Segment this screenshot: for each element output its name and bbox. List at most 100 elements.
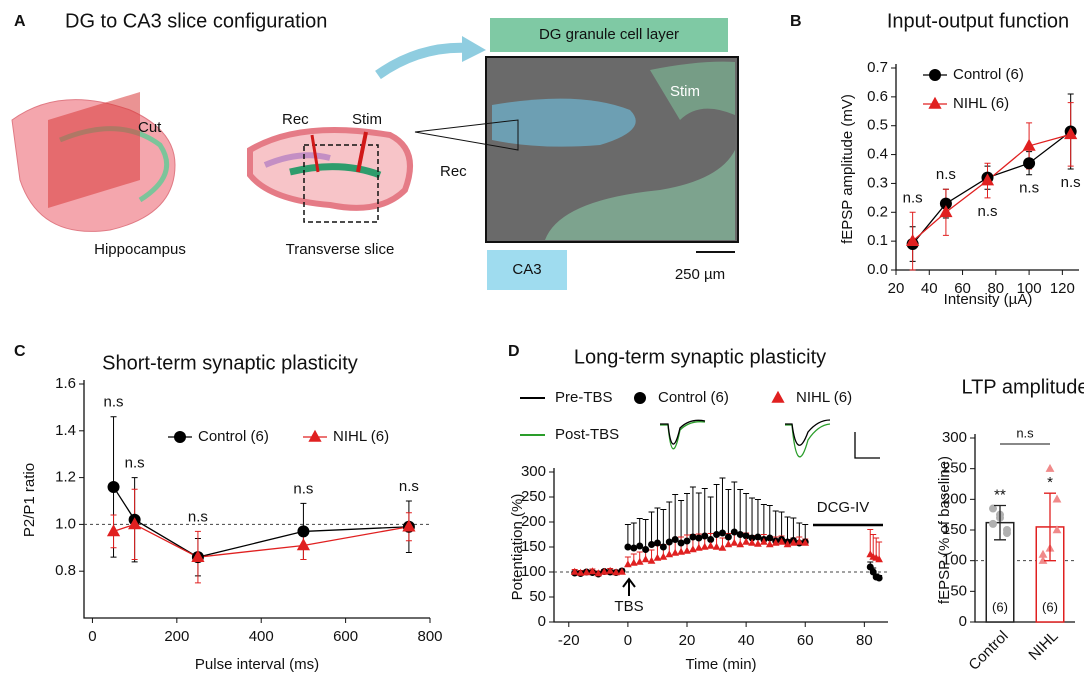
- marker: [128, 517, 142, 530]
- marker: [659, 543, 667, 551]
- significance: **: [994, 486, 1006, 503]
- y-tick-label: 0.3: [867, 174, 888, 191]
- marker: [730, 528, 738, 536]
- arrow: [375, 42, 471, 80]
- y-tick-label: 0.7: [867, 59, 888, 76]
- error-bar: [743, 493, 750, 536]
- marker: [980, 173, 995, 186]
- annotation: n.s: [188, 508, 208, 525]
- y-tick-label: 1.2: [55, 469, 76, 486]
- error-bar: [666, 501, 673, 542]
- axes: [83, 380, 430, 619]
- marker: [765, 540, 774, 548]
- marker: [647, 556, 656, 564]
- region-box: [303, 144, 379, 223]
- data-point: [1052, 525, 1062, 534]
- error-bar: [766, 505, 773, 538]
- marker: [677, 539, 685, 547]
- marker: [718, 529, 726, 537]
- x-tick-label: NIHL: [1025, 628, 1061, 664]
- y-tick-label: 300: [521, 463, 546, 480]
- annotation: n.s: [1019, 180, 1039, 197]
- x-tick-label: 600: [333, 628, 358, 645]
- marker: [736, 540, 745, 548]
- marker: [875, 555, 883, 563]
- error-bar: [648, 511, 655, 545]
- marker: [671, 548, 680, 556]
- cut-label: Cut: [138, 119, 162, 136]
- data-point: [1045, 463, 1055, 472]
- legend-label: NIHL (6): [796, 389, 852, 406]
- legend-marker: [634, 392, 646, 404]
- marker: [706, 541, 715, 549]
- marker: [636, 542, 644, 550]
- marker: [771, 538, 780, 546]
- y-axis-label: fEPSP (% of baseline): [936, 456, 953, 604]
- panel-label: D: [508, 343, 520, 360]
- error-bar: [1044, 492, 1056, 562]
- annotation: n.s: [125, 455, 145, 472]
- annotation: n.s: [104, 394, 124, 411]
- error-bar: [678, 500, 685, 543]
- chart-title: Input-output function: [887, 10, 1069, 32]
- hippocampus-label: Hippocampus: [94, 241, 186, 258]
- y-tick-label: 100: [942, 552, 967, 569]
- marker: [724, 540, 733, 548]
- photo-ca3: [492, 98, 636, 147]
- legend-marker: [771, 390, 785, 403]
- marker: [635, 557, 644, 565]
- x-tick-label: 120: [1050, 280, 1075, 297]
- legend-label: Control (6): [658, 389, 729, 406]
- trace: [785, 419, 831, 446]
- x-tick-label: 0: [624, 632, 632, 649]
- error-bar: [672, 494, 679, 540]
- marker: [754, 533, 762, 541]
- marker: [594, 569, 603, 577]
- y-tick-label: 0: [959, 613, 967, 630]
- legend-label: Post-TBS: [555, 426, 619, 443]
- stim-label: Stim: [352, 111, 382, 128]
- panel-label: B: [790, 13, 802, 30]
- marker: [653, 553, 662, 561]
- x-tick-label: 0: [88, 628, 96, 645]
- photo-dg-upper: [650, 61, 735, 120]
- data-point: [989, 519, 997, 528]
- x-tick-label: 800: [417, 628, 442, 645]
- marker: [665, 550, 674, 558]
- chart-title: LTP amplitude: [961, 376, 1084, 398]
- marker: [748, 534, 756, 542]
- marker: [742, 537, 750, 545]
- panel-a: A DG to CA3 slice configuration Cut Hipp…: [11, 10, 739, 290]
- marker: [748, 538, 756, 546]
- marker: [939, 197, 952, 210]
- panel-title: DG to CA3 slice configuration: [65, 10, 327, 32]
- x-tick-label: 80: [987, 280, 1004, 297]
- error-bar: [642, 519, 649, 550]
- y-tick-label: 1.6: [55, 375, 76, 392]
- rec-electrode: [310, 134, 320, 173]
- marker: [107, 480, 120, 493]
- marker: [618, 567, 626, 575]
- x-tick-label: 20: [888, 280, 905, 297]
- error-bar: [737, 489, 744, 535]
- marker: [582, 568, 591, 576]
- error-bar: [778, 511, 785, 540]
- annotation: n.s: [977, 203, 997, 220]
- tbs-label: TBS: [614, 598, 643, 615]
- error-bar: [731, 481, 738, 532]
- marker: [606, 566, 615, 574]
- marker: [795, 537, 804, 545]
- x-axis-label: Time (min): [685, 656, 756, 673]
- marker: [695, 534, 703, 542]
- y-tick-label: 1.0: [55, 515, 76, 532]
- y-tick-label: 200: [521, 513, 546, 530]
- marker: [683, 537, 691, 545]
- error-bar: [713, 484, 720, 535]
- y-tick-label: 50: [529, 588, 546, 605]
- panel-label: C: [14, 343, 26, 360]
- x-tick-label: 40: [738, 632, 755, 649]
- y-tick-label: 100: [521, 563, 546, 580]
- series-line: [912, 130, 1072, 245]
- scale-label: 250 µm: [675, 266, 725, 283]
